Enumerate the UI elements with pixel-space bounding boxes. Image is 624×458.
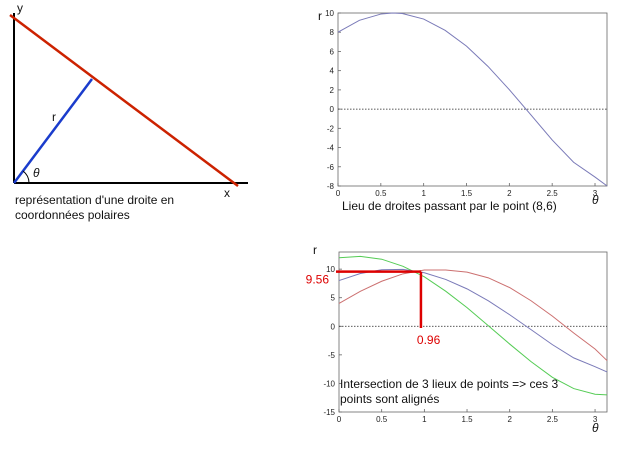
x-tick-label: 2.5: [547, 189, 559, 198]
y-tick-label: 0: [331, 322, 336, 331]
x-tick-label: 2.5: [547, 415, 559, 424]
y-tick-label: 8: [330, 28, 335, 37]
y-tick-label: -2: [327, 124, 335, 133]
plot-frame: [338, 251, 608, 413]
x-axis-label: x: [224, 186, 230, 200]
x-tick-label: 3: [593, 415, 598, 424]
x-tick-label: 0: [336, 189, 341, 198]
y-tick-label: 10: [325, 9, 334, 18]
x-axis-label: θ: [592, 193, 599, 207]
annotation-y-value: 9.56: [306, 273, 330, 287]
intersection-chart-caption: Intersection de 3 lieux de points => ces…: [340, 377, 559, 406]
y-tick-label: 4: [330, 67, 335, 76]
y-tick-label: -15: [323, 408, 335, 417]
series-line-1: [338, 255, 608, 396]
y-tick-label: 2: [330, 86, 335, 95]
y-tick-label: -6: [327, 163, 335, 172]
x-tick-label: 0.5: [375, 189, 387, 198]
polar-line-diagram-svg: y x r θ: [9, 1, 248, 200]
y-tick-label: 6: [330, 47, 335, 56]
series-line-2: [338, 268, 608, 373]
locus-chart: 0 0.5 1 1.5 2 2.5 3 -8 -6 -4 -2 0 2 4 6 8 10 r θ: [300, 0, 624, 225]
intersection-chart: 0 0.5 1 1.5 2 2.5 3 -15 -10 -5 0 5 10 r θ 9.56 0.96: [300, 230, 624, 458]
radius-segment: [13, 78, 93, 184]
locus-chart-svg: 0 0.5 1 1.5 2 2.5 3 -8 -6 -4 -2 0 2 4 6 8 10r θ: [318, 9, 608, 207]
annotation-x-value: 0.96: [417, 333, 441, 347]
diagram-caption: représentation d'une droite en coordonné…: [15, 193, 175, 222]
x-tick-label: 0.5: [376, 415, 388, 424]
radius-label: r: [52, 110, 56, 124]
polar-line-diagram: y x r θ représentation d'une droite en c…: [0, 0, 300, 240]
y-tick-label: 10: [326, 265, 335, 274]
x-axis-label: θ: [592, 421, 599, 435]
x-tick-label: 2: [507, 189, 512, 198]
theta-arc: [22, 170, 30, 184]
y-axis-label: r: [313, 243, 317, 257]
x-tick-label: 1: [422, 415, 427, 424]
y-tick-label: -8: [327, 182, 335, 191]
y-axis-label: r: [318, 9, 322, 23]
x-tick-label: 1: [421, 189, 426, 198]
y-tick-label: -5: [328, 351, 336, 360]
plot-frame: [337, 12, 608, 187]
y-axis-label: y: [17, 1, 23, 15]
x-tick-label: 1.5: [461, 189, 473, 198]
x-tick-label: 2: [507, 415, 512, 424]
intersection-chart-svg: 0 0.5 1 1.5 2 2.5 3 -15 -10 -5 0 5 10 r θ 9.56 0.96: [306, 243, 608, 435]
y-tick-label: 0: [330, 105, 335, 114]
y-tick-label: 5: [331, 294, 336, 303]
series-line-3: [338, 269, 608, 361]
series-line-1: [337, 12, 608, 187]
x-tick-label: 3: [593, 189, 598, 198]
x-tick-label: 1.5: [461, 415, 473, 424]
y-tick-label: -4: [327, 144, 335, 153]
locus-chart-caption: Lieu de droites passant par le point (8,…: [342, 199, 557, 213]
straight-line: [9, 14, 239, 187]
x-tick-label: 0: [337, 415, 342, 424]
theta-label: θ: [33, 166, 40, 180]
y-tick-label: -10: [323, 379, 335, 388]
